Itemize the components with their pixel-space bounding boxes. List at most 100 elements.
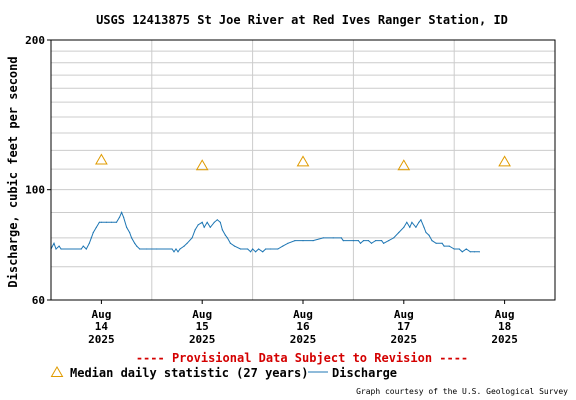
discharge-point	[465, 248, 467, 250]
discharge-point	[352, 240, 354, 242]
discharge-point	[179, 248, 181, 250]
discharge-point	[270, 248, 272, 250]
discharge-point	[136, 245, 138, 247]
legend-median-label: Median daily statistic (27 years)	[70, 366, 308, 380]
discharge-point	[239, 248, 242, 250]
median-marker	[498, 155, 511, 167]
discharge-point	[403, 226, 405, 228]
discharge-point	[53, 242, 55, 244]
plot-area	[50, 39, 556, 301]
discharge-point	[247, 248, 249, 250]
x-tick-month: Aug	[192, 308, 212, 321]
discharge-point	[250, 251, 252, 253]
discharge-point	[415, 226, 417, 228]
series-layer	[50, 211, 480, 253]
median-marker	[195, 159, 209, 171]
discharge-point	[100, 221, 102, 223]
legend-median-marker	[50, 366, 64, 377]
discharge-point	[302, 240, 304, 242]
x-tick-day: 15	[196, 320, 209, 333]
discharge-point	[156, 248, 158, 250]
x-tick-year: 2025	[189, 333, 216, 346]
discharge-point	[82, 245, 84, 247]
discharge-point	[58, 245, 60, 247]
plot-border	[50, 39, 556, 301]
discharge-point	[388, 240, 390, 242]
discharge-point	[375, 240, 377, 242]
discharge-point	[98, 221, 100, 223]
discharge-point	[183, 245, 185, 247]
discharge-point	[441, 242, 443, 244]
x-tick-layer: Aug142025Aug152025Aug162025Aug172025Aug1…	[88, 300, 518, 346]
discharge-point	[322, 237, 324, 239]
discharge-point	[478, 251, 480, 253]
discharge-point	[146, 248, 148, 250]
discharge-point	[381, 240, 383, 242]
x-tick-day: 18	[498, 320, 511, 333]
discharge-point	[473, 251, 475, 253]
discharge-point	[191, 237, 193, 239]
discharge-point	[118, 216, 121, 218]
discharge-point	[126, 226, 128, 228]
discharge-point	[88, 242, 90, 244]
discharge-point	[406, 221, 408, 223]
discharge-point	[206, 221, 208, 223]
discharge-point	[294, 240, 296, 242]
discharge-point	[229, 242, 231, 244]
discharge-point	[92, 231, 94, 234]
discharge-point	[362, 240, 365, 242]
discharge-point	[262, 251, 264, 253]
discharge-point	[129, 231, 131, 234]
provisional-notice: ---- Provisional Data Subject to Revisio…	[136, 351, 468, 365]
discharge-point	[221, 229, 223, 231]
discharge-point	[171, 248, 173, 250]
discharge-point	[173, 251, 175, 253]
x-tick-month: Aug	[91, 308, 111, 321]
legend: Median daily statistic (27 years) Discha…	[50, 366, 397, 380]
discharge-point	[453, 248, 455, 250]
discharge-point	[431, 240, 433, 242]
discharge-point	[277, 248, 279, 250]
discharge-point	[203, 226, 205, 228]
x-tick-month: Aug	[293, 308, 313, 321]
discharge-point	[55, 248, 57, 250]
discharge-point	[370, 242, 373, 244]
discharge-point	[131, 237, 133, 239]
discharge-point	[85, 248, 87, 250]
discharge-point	[209, 226, 211, 228]
discharge-point	[219, 221, 221, 223]
discharge-point	[216, 219, 218, 221]
legend-discharge-label: Discharge	[332, 366, 397, 380]
y-tick-label: 100	[25, 184, 45, 197]
discharge-point	[110, 221, 113, 223]
discharge-point	[258, 248, 260, 250]
median-marker	[397, 159, 411, 171]
x-tick-day: 14	[95, 320, 109, 333]
x-tick-year: 2025	[290, 333, 317, 346]
discharge-point	[115, 221, 118, 223]
discharge-point	[340, 237, 342, 239]
discharge-point	[95, 226, 97, 228]
discharge-point	[411, 221, 413, 223]
discharge-point	[105, 221, 107, 223]
discharge-point	[60, 248, 62, 250]
discharge-point	[312, 240, 314, 242]
discharge-point	[233, 245, 236, 247]
discharge-point	[139, 248, 141, 250]
discharge-point	[428, 234, 430, 236]
discharge-point	[383, 242, 385, 244]
discharge-point	[282, 245, 284, 247]
discharge-point	[435, 242, 437, 244]
discharge-point	[359, 242, 362, 244]
discharge-point	[342, 240, 344, 242]
discharge-point	[398, 231, 400, 234]
discharge-point	[287, 242, 289, 244]
x-tick-year: 2025	[491, 333, 518, 346]
credit-text: Graph courtesy of the U.S. Geological Su…	[356, 387, 568, 396]
y-axis-label: Discharge, cubic feet per second	[6, 56, 20, 287]
discharge-point	[186, 242, 188, 244]
median-marker	[95, 153, 108, 165]
discharge-point	[448, 245, 450, 247]
x-tick-day: 16	[296, 320, 310, 333]
discharge-point	[420, 219, 422, 221]
